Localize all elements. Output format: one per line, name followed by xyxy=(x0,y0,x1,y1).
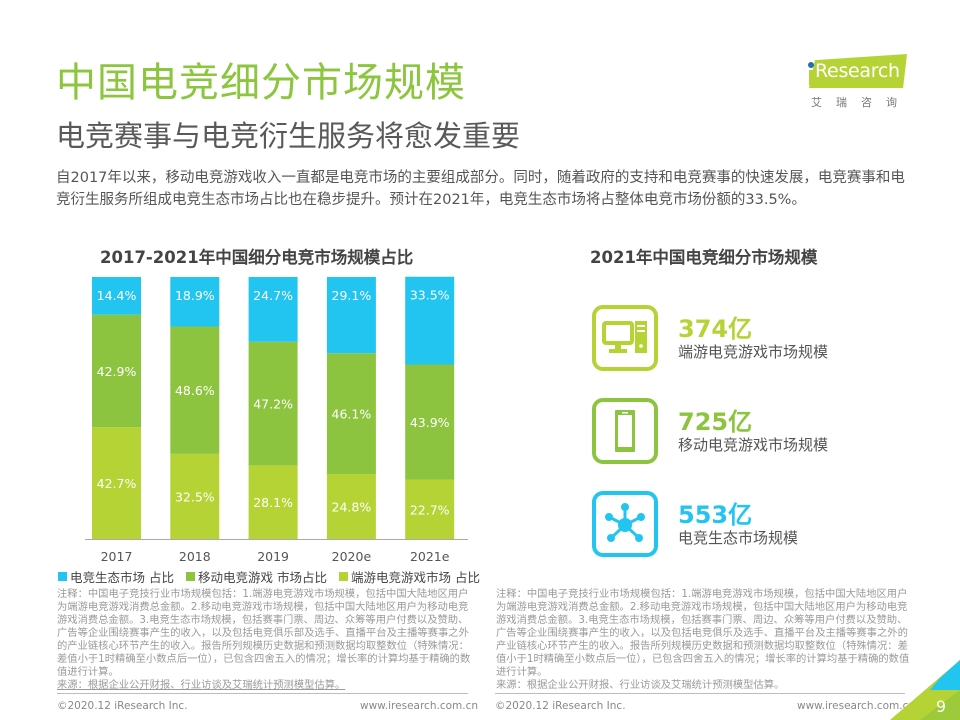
page-title: 中国电竞细分市场规模 xyxy=(56,60,466,106)
data-label: 32.5% xyxy=(175,489,215,504)
legend-label-pc: 端游电竞游戏市场 占比 xyxy=(350,570,480,585)
data-label: 14.4% xyxy=(97,288,137,303)
notes-text: 注释：中国电子竞技行业市场规模包括：1.端游电竞游戏市场规模，包括中国大陆地区用… xyxy=(57,588,471,678)
legend-swatch-mobile xyxy=(185,572,195,581)
bar-segment-ecosystem xyxy=(326,277,376,354)
page-number: 9 xyxy=(935,697,946,716)
x-tick-label: 2019 xyxy=(257,549,289,564)
footer-divider-left xyxy=(57,693,468,694)
data-label: 43.9% xyxy=(410,415,450,430)
x-tick-label: 2020e xyxy=(332,549,372,564)
logo-banner xyxy=(809,54,907,88)
data-label: 47.2% xyxy=(253,397,293,412)
data-label: 29.1% xyxy=(332,288,372,303)
x-tick-label: 2021e xyxy=(410,549,450,564)
desktop-computer-icon xyxy=(592,305,658,371)
iresearch-logo: Research 艾瑞咨询 xyxy=(795,48,915,112)
notes-text: 注释：中国电子竞技行业市场规模包括：1.端游电竞游戏市场规模，包括中国大陆地区用… xyxy=(496,588,910,678)
data-label: 22.7% xyxy=(410,502,450,517)
bar-segment-pc xyxy=(326,474,376,539)
page-corner-decoration xyxy=(890,660,960,720)
bar-segment-pc xyxy=(248,465,298,539)
legend-label-ecosystem: 电竞生态市场 占比 xyxy=(70,570,174,585)
data-label: 42.7% xyxy=(97,476,137,491)
notes-left: 注释：中国电子竞技行业市场规模包括：1.端游电竞游戏市场规模，包括中国大陆地区用… xyxy=(57,588,475,692)
stat-label: 端游电竞游戏市场规模 xyxy=(678,343,829,361)
logo-wordmark: Research xyxy=(815,60,900,82)
footer-url-right[interactable]: www.iresearch.com.cn xyxy=(797,700,916,712)
footer-copyright-right: ©2020.12 iResearch Inc. xyxy=(495,700,626,712)
logo-chinese-name: 艾瑞咨询 xyxy=(811,96,911,109)
smartphone-icon xyxy=(592,398,658,464)
stat-value: 553亿 xyxy=(678,501,753,529)
footer-divider-right xyxy=(495,693,905,694)
bar-segment-ecosystem xyxy=(170,277,220,327)
legend-item-pc: 端游电竞游戏市场 占比 xyxy=(338,567,480,586)
intro-paragraph: 自2017年以来，移动电竞游戏收入一直都是电竞市场的主要组成部分。同时，随着政府… xyxy=(56,170,905,208)
stat-value: 725亿 xyxy=(678,408,753,436)
legend-swatch-pc xyxy=(338,572,348,581)
bar-segment-mobile xyxy=(170,326,220,454)
stat-label: 移动电竞游戏市场规模 xyxy=(678,436,829,454)
stat-pc-esports: 374亿 端游电竞游戏市场规模 xyxy=(592,305,892,371)
page-subtitle: 电竞赛事与电竞衍生服务将愈发重要 xyxy=(56,119,521,153)
stat-value: 374亿 xyxy=(678,315,753,343)
source-text: 来源：根据企业公开财报、行业访谈及艾瑞统计预测模型估算。 xyxy=(57,679,346,691)
data-label: 24.8% xyxy=(332,500,372,515)
data-label: 42.9% xyxy=(97,364,137,379)
bar-segment-mobile xyxy=(92,314,141,428)
x-tick-label: 2017 xyxy=(101,549,133,564)
bar-segment-pc xyxy=(170,453,220,539)
chart-legend: 电竞生态市场 占比 移动电竞游戏 市场占比 端游电竞游戏市场 占比 xyxy=(58,567,480,586)
footer-copyright-left: ©2020.12 iResearch Inc. xyxy=(57,700,188,712)
stat-mobile-esports: 725亿 移动电竞游戏市场规模 xyxy=(592,398,892,464)
footer-url-left[interactable]: www.iresearch.com.cn xyxy=(360,700,479,712)
data-label: 18.9% xyxy=(175,288,215,303)
logo-i-stem xyxy=(809,70,813,85)
data-label: 33.5% xyxy=(410,288,450,303)
legend-item-ecosystem: 电竞生态市场 占比 xyxy=(58,567,174,586)
data-label: 46.1% xyxy=(332,407,372,422)
bar-segment-mobile xyxy=(405,364,455,480)
bar-segment-ecosystem xyxy=(405,276,455,365)
network-hub-icon xyxy=(592,491,658,557)
stat-label: 电竞生态市场规模 xyxy=(678,529,799,547)
x-tick-label: 2018 xyxy=(179,549,211,564)
logo-i-dot xyxy=(808,62,814,68)
legend-swatch-ecosystem xyxy=(58,572,67,581)
right-panel-title: 2021年中国电竞细分市场规模 xyxy=(590,248,818,267)
bar-segment-pc xyxy=(92,427,141,539)
notes-right: 注释：中国电子竞技行业市场规模包括：1.端游电竞游戏市场规模，包括中国大陆地区用… xyxy=(496,588,914,692)
bar-segment-mobile xyxy=(248,341,298,466)
bar-segment-ecosystem xyxy=(92,277,141,315)
bar-segment-pc xyxy=(405,479,455,539)
bar-segment-mobile xyxy=(326,353,376,475)
chart-title: 2017-2021年中国细分电竞市场规模占比 xyxy=(100,248,414,267)
stat-ecosystem: 553亿 电竞生态市场规模 xyxy=(592,491,892,557)
bar-segment-ecosystem xyxy=(248,277,298,342)
data-label: 48.6% xyxy=(175,383,215,398)
data-label: 24.7% xyxy=(253,288,293,303)
data-label: 28.1% xyxy=(253,495,293,510)
legend-item-mobile: 移动电竞游戏 市场占比 xyxy=(185,567,327,586)
legend-label-mobile: 移动电竞游戏 市场占比 xyxy=(197,570,327,585)
source-text: 来源：根据企业公开财报、行业访谈及艾瑞统计预测模型估算。 xyxy=(496,679,785,691)
